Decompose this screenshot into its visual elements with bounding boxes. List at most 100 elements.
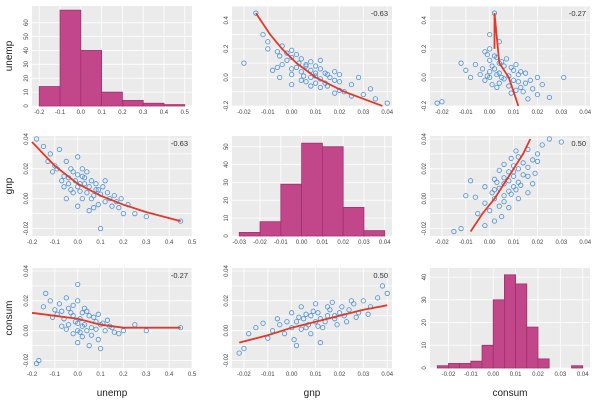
scatter-point (79, 166, 85, 172)
scatter-point (298, 56, 304, 62)
x-tick-label: -0.01 (464, 372, 478, 378)
scatter-point (467, 178, 474, 184)
scatter-point (33, 360, 40, 367)
correlation-label: -0.27 (569, 9, 586, 18)
histogram-bar (537, 358, 550, 369)
x-tick-label: 0.5 (188, 372, 197, 378)
scatter-point (100, 184, 106, 190)
scatter-point (494, 71, 500, 78)
scatter-point (336, 71, 343, 78)
y-tick-label: 0.02 (24, 294, 30, 306)
scatter-point (434, 100, 440, 106)
x-tick-label: 0.2 (118, 110, 127, 116)
x-tick-label: 0.3 (142, 240, 151, 246)
scatter-point (499, 213, 505, 220)
row-label-gnp: gnp (4, 177, 15, 194)
scatter-point (525, 96, 531, 102)
y-tick-label: 0.00 (224, 324, 230, 336)
scatter-point (95, 311, 101, 317)
histogram-bar (238, 232, 261, 237)
scatter-point (515, 79, 521, 85)
x-tick-label: -0.01 (274, 240, 288, 246)
scatter-point (310, 308, 316, 314)
histogram-bar (342, 207, 365, 237)
scatter-point (102, 328, 108, 334)
x-tick-label: -0.2 (27, 372, 38, 378)
scatter-point (298, 304, 304, 310)
x-tick-label: 0.00 (296, 240, 308, 246)
scatter-point (344, 319, 350, 325)
scatter-point (79, 323, 85, 329)
scatter-point (298, 326, 304, 332)
y-tick-label: 30 (24, 60, 30, 67)
scatter-point (81, 175, 88, 181)
scatter-point (510, 77, 517, 83)
y-tick-label: 20 (422, 319, 428, 326)
scatter-point (539, 81, 545, 88)
trend-line (238, 304, 388, 344)
scatter-point (372, 96, 378, 102)
scatter-point (487, 69, 493, 75)
x-tick-label: 0.4 (165, 240, 174, 246)
x-tick-label: 0.1 (96, 372, 105, 378)
scatter-point (91, 193, 97, 199)
x-tick-label: 0.2 (119, 240, 128, 246)
scatter-point (534, 74, 541, 81)
x-tick-label: 0.03 (357, 110, 369, 116)
scatter-point (487, 208, 493, 214)
scatter-point (289, 310, 295, 316)
scatter-point (111, 329, 117, 335)
scatter-point (79, 310, 85, 316)
scatter-point (324, 304, 331, 310)
scatter-point (86, 313, 92, 319)
y-tick-label: 0.04 (24, 264, 30, 276)
trend-line (469, 138, 532, 232)
x-tick-label: 0.0 (77, 110, 86, 116)
scatter-point (522, 80, 529, 86)
x-tick-label: -0.2 (34, 110, 45, 116)
y-tick-label: 30 (422, 296, 428, 303)
scatter-point (339, 304, 345, 310)
scatter-point (525, 190, 531, 196)
scatter-point (118, 196, 124, 202)
scatter-point (59, 178, 65, 184)
scatter-point (70, 331, 76, 337)
scatter-point (522, 70, 529, 76)
x-tick-label: 0.03 (555, 110, 567, 116)
x-tick-label: 0.03 (357, 372, 369, 378)
scatter-point (253, 325, 259, 331)
y-tick-label: 30 (224, 178, 230, 185)
histogram-bar (504, 274, 516, 369)
scatter-point (334, 322, 340, 328)
scatter-point (489, 63, 495, 69)
scatter-point (269, 67, 276, 73)
scatter-point (84, 308, 90, 314)
histogram-bar (321, 146, 344, 237)
correlation-label: -0.63 (171, 139, 188, 148)
x-tick-label: 0.02 (334, 372, 346, 378)
scatter-point (298, 77, 304, 83)
scatter-point (482, 200, 488, 206)
scatter-point (40, 304, 47, 310)
x-tick-label: 0.00 (487, 372, 499, 378)
y-tick-label: 0.00 (24, 192, 30, 204)
scatter-point (277, 74, 283, 81)
scatter-point (515, 196, 521, 202)
scatter-point (513, 148, 519, 154)
x-tick-label: 0.2 (119, 372, 128, 378)
scatter-point (104, 190, 111, 196)
trend-line (493, 13, 520, 107)
scatter-point (65, 322, 72, 328)
x-tick-label: 0.01 (317, 240, 329, 246)
scatter-point (291, 337, 297, 343)
correlation-label: -0.27 (171, 271, 188, 280)
x-tick-label: 0.03 (555, 372, 567, 378)
scatter-point (43, 290, 49, 296)
scatter-point (91, 205, 97, 211)
x-tick-label: 0.1 (97, 110, 106, 116)
scatter-point (532, 170, 538, 176)
y-tick-label: 0.04 (224, 264, 230, 276)
x-tick-label: 0.00 (484, 110, 496, 116)
scatter-point (47, 151, 53, 157)
scatter-point (472, 194, 478, 200)
